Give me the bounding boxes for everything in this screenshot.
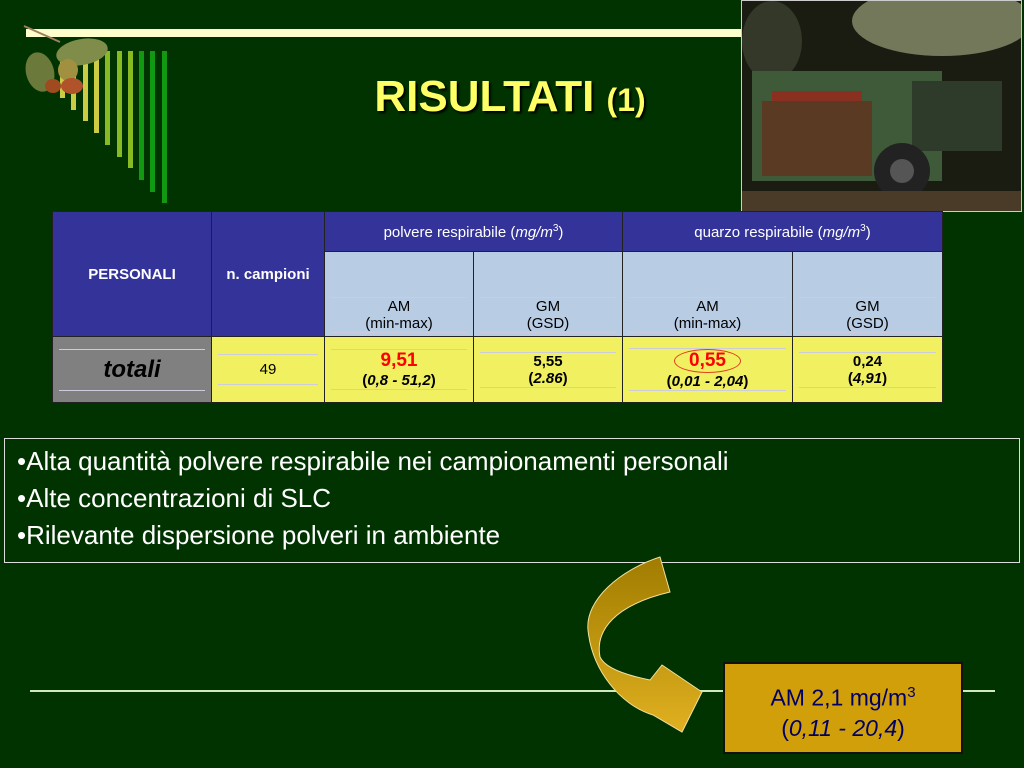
header-quarzo: quarzo respirabile (mg/m3) [622,211,943,252]
table-row: totali 49 9,51 (0,8 - 51,2) 5,55 (2.86) 0,… [52,336,943,403]
top-rule [26,29,746,37]
decorative-bar [116,51,122,157]
bottom-rule [30,690,995,692]
subheader-gm: GM (GSD) [473,251,623,337]
header-n-campioni: n. campioni [211,211,325,337]
bullet-item: •Alte concentrazioni di SLC [17,483,332,513]
bullet-list: •Alta quantità polvere respirabile nei c… [4,438,1020,563]
decorative-bar [127,51,133,169]
subheader-am: AM (min-max) [324,251,474,337]
bullet-item: •Alta quantità polvere respirabile nei c… [17,446,729,476]
hazelnut-branch-icon [23,25,108,94]
highlight-circle: 0,55 [674,349,741,373]
decorative-bar [105,51,111,145]
decorative-bar [161,51,167,204]
cell-quarzo-gm: 0,24 (4,91) [792,336,943,403]
decorative-bar [93,51,99,134]
cell-quarzo-am: 0,55 (0,01 - 2,04) [622,336,793,403]
title-number: (1) [606,82,646,118]
bullet-item: •Rilevante dispersione polveri in ambien… [17,520,501,550]
title-text: RISULTATI [374,72,595,121]
header-personali: PERSONALI [52,211,212,337]
cell-polvere-gm: 5,55 (2.86) [473,336,623,403]
decorative-bar [139,51,145,180]
cell-n: 49 [211,336,325,403]
subheader-am: AM (min-max) [622,251,793,337]
cell-polvere-am: 9,51 (0,8 - 51,2) [324,336,474,403]
header-polvere: polvere respirabile (mg/m3) [324,211,623,252]
page-title: RISULTATI (1) [0,72,1020,122]
harvesting-machine-photo [741,0,1022,212]
decorative-bar [82,51,88,122]
result-box: AM 2,1 mg/m3 (0,11 - 20,4) [723,662,963,754]
row-label: totali [52,336,212,403]
results-table: PERSONALI n. campioni polvere respirabil… [52,211,943,403]
decorative-bar [150,51,156,192]
